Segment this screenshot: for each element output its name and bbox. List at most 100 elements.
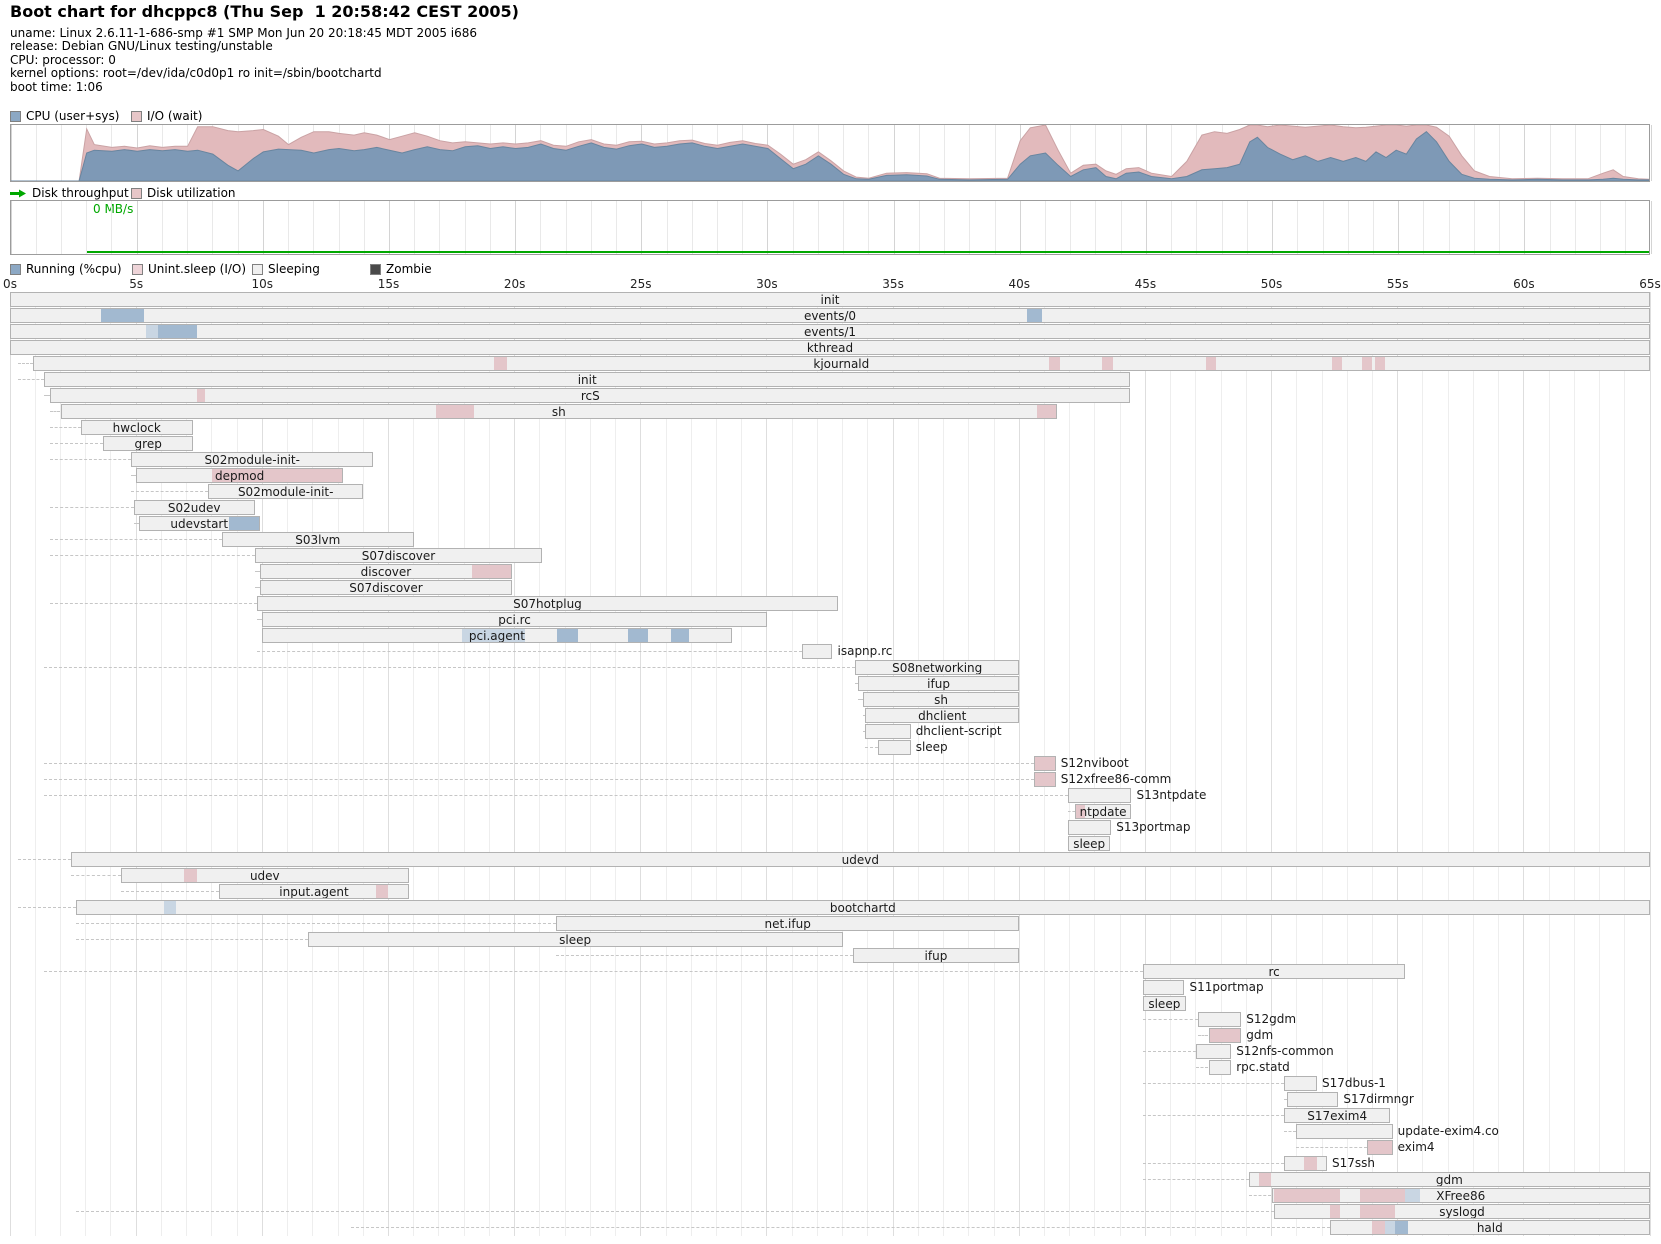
process-bar (1198, 1012, 1242, 1027)
cpu-chart-legend: CPU (user+sys) I/O (wait) (0, 109, 1661, 123)
process-label: sleep (559, 933, 592, 947)
grid-line (715, 292, 717, 1236)
grid-line (1524, 125, 1526, 181)
connector-line (44, 971, 1143, 972)
grid-line (1070, 201, 1072, 254)
process-bar-segment (1374, 357, 1386, 370)
process-label: bootchartd (829, 901, 896, 915)
grid-line (35, 201, 37, 254)
info-uname: uname: Linux 2.6.11-1-686-smp #1 SMP Mon… (10, 26, 478, 40)
grid-line (414, 201, 416, 254)
cpu-io-area-plot (11, 125, 1649, 181)
process-bar: net.ifup (556, 916, 1020, 931)
grid-line (1321, 292, 1323, 1236)
info-kernel-options: kernel options: root=/dev/ida/c0d0p1 ro … (10, 66, 382, 81)
process-label: exim4 (1397, 1140, 1435, 1154)
connector-line (1195, 1067, 1209, 1068)
process-bar-segment (628, 629, 649, 642)
grid-line (1523, 292, 1525, 1236)
connector-line (44, 395, 51, 396)
grid-line (1498, 292, 1500, 1236)
process-bar: rc (1142, 964, 1406, 979)
grid-line (363, 201, 365, 254)
connector-line (133, 523, 139, 524)
grid-line (1600, 201, 1602, 254)
grid-line (1145, 201, 1147, 254)
grid-line (868, 201, 870, 254)
process-bar: hald (1329, 1220, 1650, 1235)
time-axis: 0s 5s 10s 15s 20s 25s 30s 35s 40s 45s 50s 55s 60s 65s (0, 277, 1661, 291)
process-label: S17dirmngr (1343, 1092, 1414, 1106)
disk-throughput-line (86, 251, 1649, 253)
legend-label: CPU (user+sys) (26, 109, 120, 123)
axis-tick-label: 20s (503, 277, 526, 291)
grid-line (766, 292, 768, 1236)
process-bar-segment (557, 629, 578, 642)
grid-line (1095, 125, 1097, 181)
grid-line (1220, 292, 1222, 1236)
process-bar (1208, 1060, 1232, 1075)
grid-line (842, 292, 844, 1236)
process-label: rc (1268, 965, 1280, 979)
info-release: release: Debian GNU/Linux testing/unstab… (10, 39, 273, 54)
process-label: hald (1476, 1221, 1503, 1235)
grid-line (1195, 292, 1197, 1236)
connector-line (1284, 1099, 1287, 1100)
grid-line (1296, 292, 1298, 1236)
grid-line (1171, 125, 1173, 181)
connector-line (75, 1211, 1275, 1212)
process-label: kjournald (813, 357, 870, 371)
grid-line (135, 292, 137, 1236)
connector-line (131, 475, 137, 476)
process-bar-segment (1075, 805, 1085, 818)
grid-line (791, 292, 793, 1236)
process-label: sh (934, 693, 948, 707)
unint-sleep-swatch-icon (132, 263, 143, 275)
axis-tick-label: 55s (1386, 277, 1409, 291)
zombie-swatch-icon (370, 263, 381, 275)
process-bar: pci.rc (262, 612, 767, 627)
disk-zero-label: 0 MB/s (93, 202, 134, 216)
connector-line (862, 731, 866, 732)
grid-line (565, 201, 567, 254)
grid-line (1650, 125, 1652, 181)
disk-throughput-chart: 0 MB/s (10, 200, 1652, 255)
grid-line (438, 292, 440, 1236)
process-label: grep (134, 437, 162, 451)
grid-line (312, 292, 314, 1236)
connector-line (50, 507, 134, 508)
grid-line (590, 201, 592, 254)
process-bar: pci.agent (262, 628, 732, 643)
axis-tick-label: 40s (1008, 277, 1030, 291)
grid-line (1372, 201, 1374, 254)
connector-line (50, 459, 132, 460)
grid-line (640, 292, 642, 1236)
grid-line (665, 292, 667, 1236)
cpu-usage-chart (10, 124, 1652, 182)
grid-line (1322, 201, 1324, 254)
grid-line (1144, 292, 1146, 1236)
process-bar-segment (1372, 1221, 1386, 1234)
process-bar-segment (1359, 1189, 1406, 1202)
process-bar-segment (670, 629, 689, 642)
process-label: ifup (924, 949, 948, 963)
process-chart-legend: Running (%cpu) Unint.sleep (I/O) Sleeping Z… (0, 262, 1661, 276)
process-bar (1068, 820, 1112, 835)
grid-line (514, 292, 516, 1236)
grid-line (1297, 201, 1299, 254)
connector-line (17, 379, 45, 380)
tree-grid (0, 292, 1661, 1236)
connector-line (44, 763, 1035, 764)
grid-line (136, 201, 138, 254)
process-label: hwclock (112, 421, 161, 435)
grid-line (1272, 201, 1274, 254)
axis-tick-label: 10s (251, 277, 274, 291)
grid-line (1499, 201, 1501, 254)
process-bar (1367, 1140, 1393, 1155)
process-bar-segment (1395, 1221, 1408, 1234)
grid-line (993, 292, 995, 1236)
process-bar (1068, 788, 1132, 803)
process-label: ifup (927, 677, 950, 691)
grid-line (1397, 292, 1399, 1236)
process-bar: sh (60, 404, 1058, 419)
